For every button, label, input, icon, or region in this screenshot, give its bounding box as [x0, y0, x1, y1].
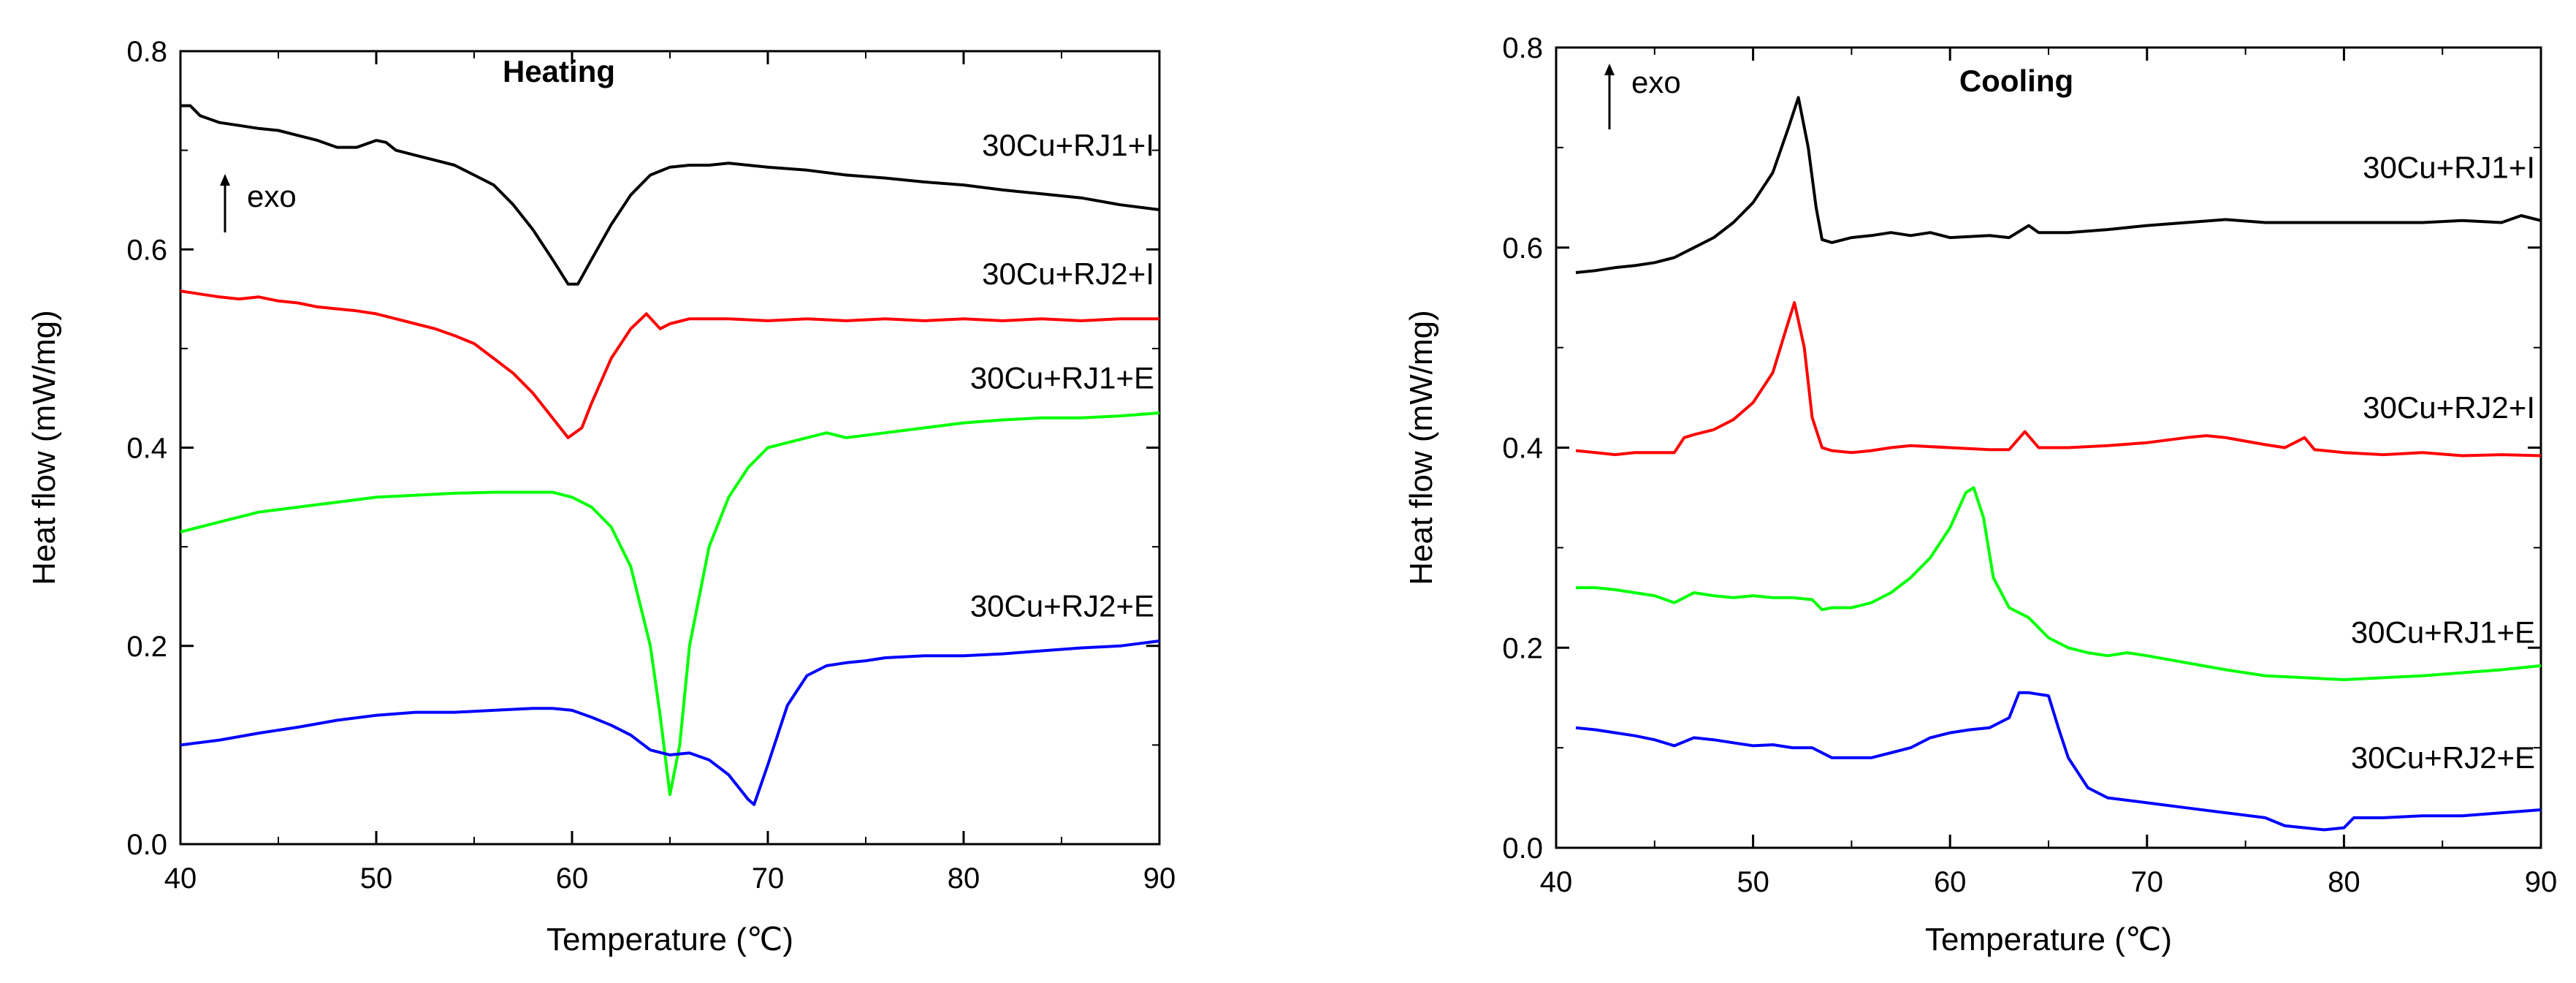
series-line-4: [180, 639, 1160, 806]
y-tick-label: 0.8: [1502, 32, 1543, 64]
x-tick-label: 40: [164, 862, 197, 895]
y-tick-label: 0.0: [126, 829, 167, 861]
chart-title: Heating: [503, 54, 615, 88]
x-tick-label: 80: [2328, 866, 2360, 898]
y-axis-label: Heat flow (mW/mg): [26, 310, 62, 585]
x-tick-label: 80: [948, 862, 980, 895]
x-tick-label: 60: [1934, 866, 1967, 898]
x-tick-label: 70: [2131, 866, 2164, 898]
plot-frame: [179, 50, 1161, 846]
series-line-1: [1575, 96, 2542, 274]
series-line-4: [1575, 691, 2542, 832]
x-tick-label: 40: [1540, 866, 1573, 898]
series-label-1: 30Cu+RJ1+I: [982, 128, 1154, 162]
series-line-3: [1576, 486, 2542, 681]
x-tick-label: 70: [752, 862, 785, 895]
x-tick-label: 60: [556, 862, 589, 895]
x-axis-label: Temperature (℃): [1925, 922, 2172, 957]
series-label-1: 30Cu+RJ1+I: [2363, 150, 2535, 184]
y-tick-label: 0.4: [126, 433, 167, 465]
series-line-2: [1575, 301, 2542, 458]
exo-arrow-head-icon: [220, 174, 230, 186]
y-axis-label: Heat flow (mW/mg): [1403, 310, 1439, 585]
x-tick-label: 90: [1143, 862, 1176, 895]
chart-panel-heating: 40 50 60 70 80 90 0.0 0.2 0.4 0.6 0.8 Temperature (…: [26, 36, 1175, 957]
series-line-1: [180, 104, 1160, 286]
y-tick-label: 0.2: [1502, 632, 1543, 664]
series-label-2: 30Cu+RJ2+I: [2363, 390, 2535, 425]
y-tick-label: 0.2: [126, 631, 167, 663]
exo-annotation: exo: [247, 179, 297, 213]
series-label-4: 30Cu+RJ2+E: [970, 589, 1154, 623]
y-tick-label: 0.0: [1502, 832, 1543, 865]
series-label-4: 30Cu+RJ2+E: [2351, 740, 2535, 775]
x-tick-label: 90: [2525, 866, 2558, 898]
y-tick-label: 0.8: [126, 36, 167, 68]
exo-annotation: exo: [1631, 65, 1681, 99]
chart-panel-cooling: 40 50 60 70 80 90 0.0 0.2 0.4 0.6 0.8 Temperature (…: [1403, 32, 2557, 957]
series-line-2: [180, 289, 1159, 439]
series-label-3: 30Cu+RJ1+E: [2351, 615, 2535, 650]
x-axis-label: Temperature (℃): [546, 922, 793, 957]
series-label-3: 30Cu+RJ1+E: [970, 361, 1154, 395]
chart-title: Cooling: [1959, 64, 2073, 98]
y-tick-label: 0.4: [1502, 433, 1543, 465]
y-tick-label: 0.6: [126, 234, 167, 266]
x-tick-label: 50: [1737, 866, 1769, 898]
series-label-2: 30Cu+RJ2+I: [982, 257, 1154, 291]
exo-arrow-head-icon: [1604, 64, 1615, 75]
y-tick-label: 0.6: [1502, 232, 1543, 265]
x-tick-label: 50: [360, 862, 393, 895]
series-line-3: [180, 411, 1160, 797]
